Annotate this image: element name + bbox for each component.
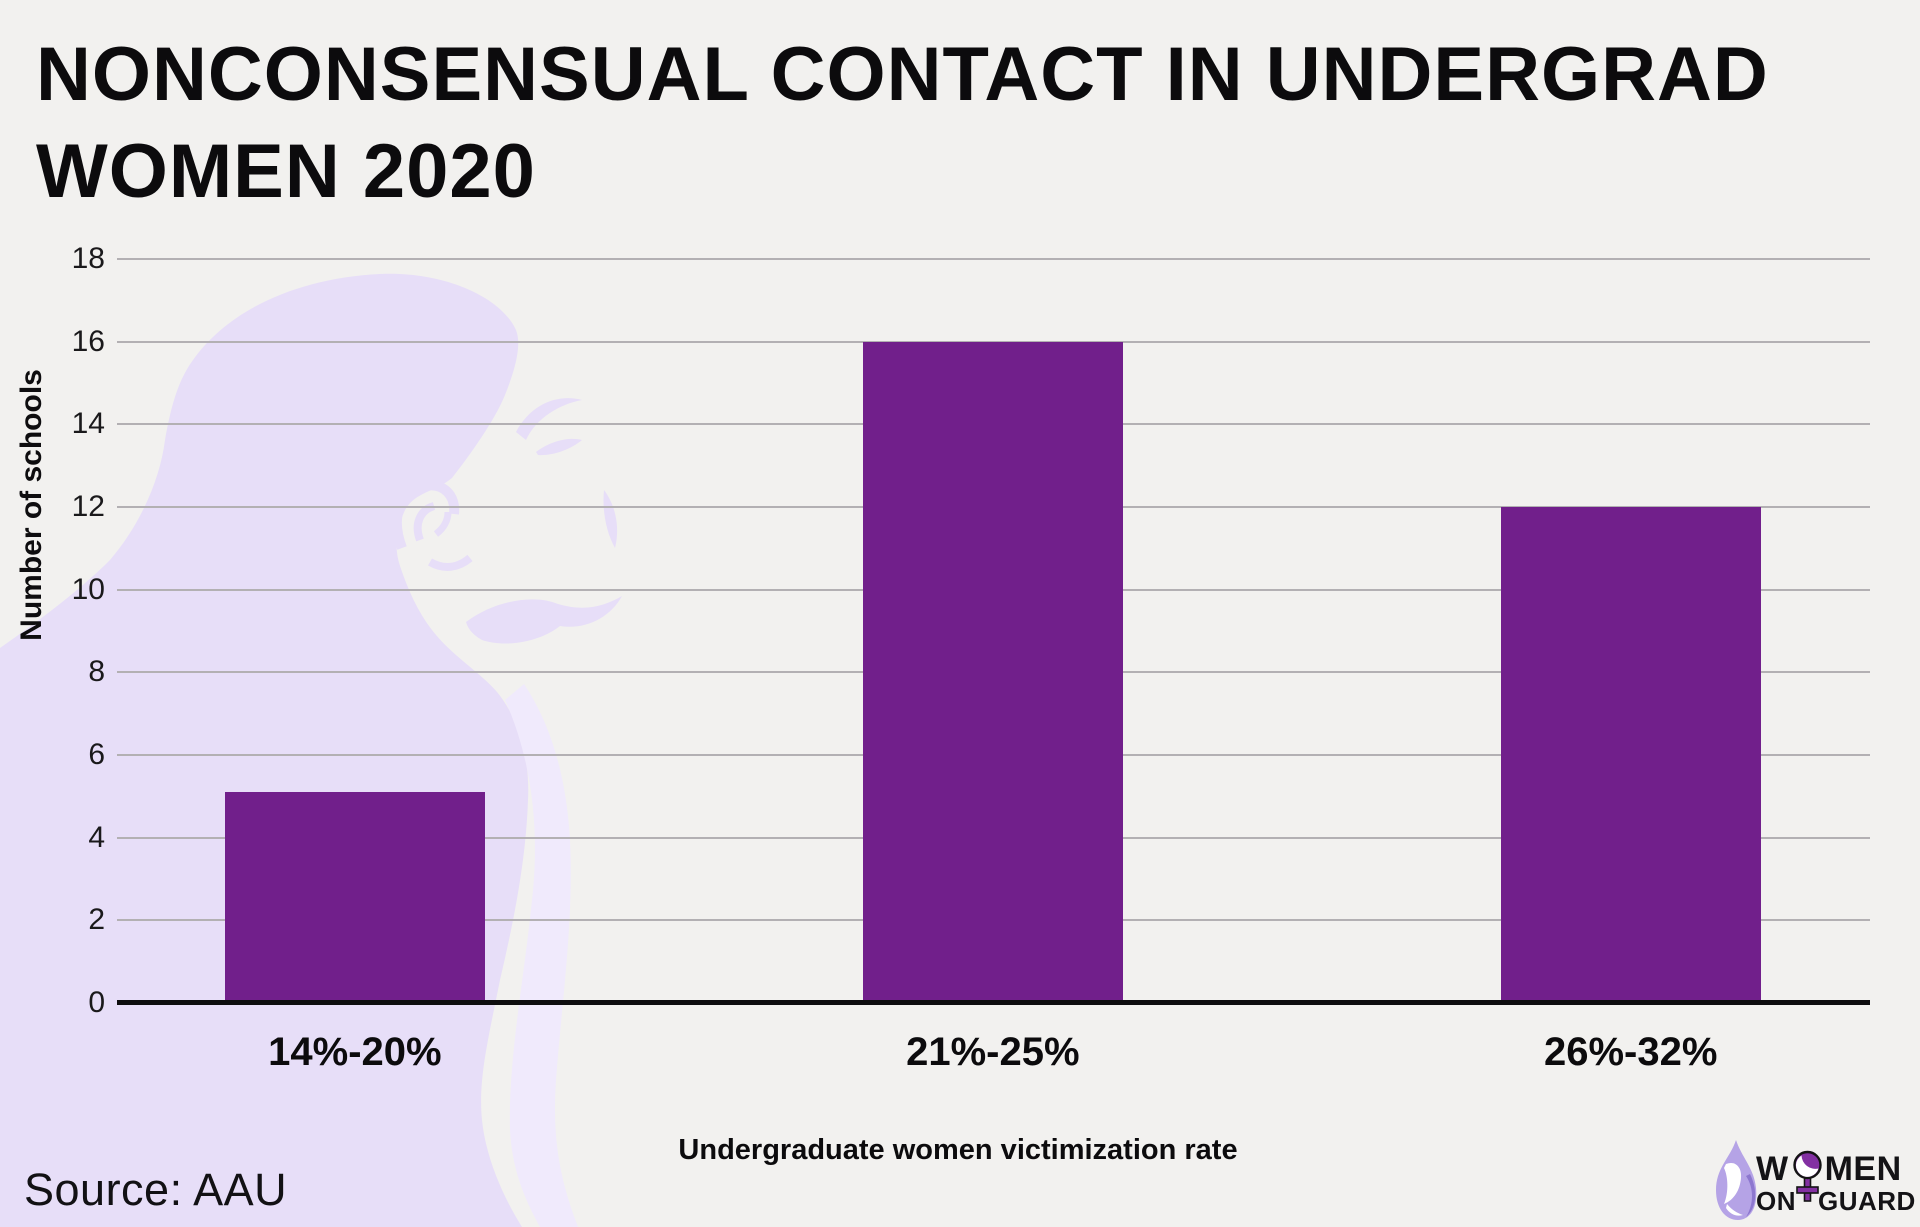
eyelash-shape <box>536 438 582 456</box>
x-category-label-21%-25%: 21%-25% <box>906 1030 1080 1074</box>
woman-profile-leaf-icon <box>1716 1140 1757 1220</box>
y-tick-label-2: 2 <box>88 903 105 937</box>
y-tick-label-0: 0 <box>88 986 105 1019</box>
source-note: Source: AAU <box>24 1164 288 1215</box>
y-tick-label-10: 10 <box>71 572 105 606</box>
page-title-line-1: NONCONSENSUAL CONTACT IN UNDERGRAD <box>36 32 1769 117</box>
logo-line-women: W MEN <box>1756 1152 1916 1186</box>
x-axis-line <box>117 1000 1870 1005</box>
x-axis-title: Undergraduate women victimization rate <box>678 1134 1238 1166</box>
x-category-label-26%-32%: 26%-32% <box>1543 1030 1718 1074</box>
y-axis-title: Number of schools <box>15 369 48 641</box>
page-title: NONCONSENSUAL CONTACT IN UNDERGRAD WOMEN… <box>36 26 1769 220</box>
women-on-guard-logo: W MEN ON GUARD <box>1712 1138 1916 1222</box>
y-tick-label-18: 18 <box>71 242 105 275</box>
bar-21%-25% <box>862 341 1123 1003</box>
y-tick-label-14: 14 <box>71 407 105 441</box>
lips-shape <box>466 596 622 644</box>
female-gender-symbol-icon <box>1793 1150 1822 1202</box>
logo-text: W MEN ON GUARD <box>1756 1150 1916 1215</box>
logo-word-guard: GUARD <box>1818 1186 1916 1216</box>
ear-shape <box>391 480 473 571</box>
bar-26%-32% <box>1500 507 1761 1003</box>
logo-word-men: MEN <box>1824 1150 1902 1188</box>
hair-strand-light <box>505 684 578 1227</box>
x-category-label-14%-20%: 14%-20% <box>268 1030 442 1074</box>
logo-word-on: ON <box>1756 1186 1796 1216</box>
bar-14%-20% <box>224 792 485 1003</box>
eyebrow-shape <box>516 398 582 440</box>
logo-word-w: W <box>1756 1150 1789 1188</box>
y-tick-label-16: 16 <box>71 324 105 358</box>
y-tick-label-6: 6 <box>88 738 105 771</box>
plot-area <box>117 258 1870 1005</box>
gridline-18 <box>117 258 1870 260</box>
nose-shadow-shape <box>603 490 618 548</box>
page-title-line-2: WOMEN 2020 <box>36 129 536 214</box>
y-tick-label-4: 4 <box>88 820 105 854</box>
y-tick-label-12: 12 <box>71 490 105 523</box>
gridline-16 <box>117 340 1870 343</box>
y-tick-label-8: 8 <box>88 655 105 689</box>
logo-line-on-guard: ON GUARD <box>1756 1188 1916 1215</box>
